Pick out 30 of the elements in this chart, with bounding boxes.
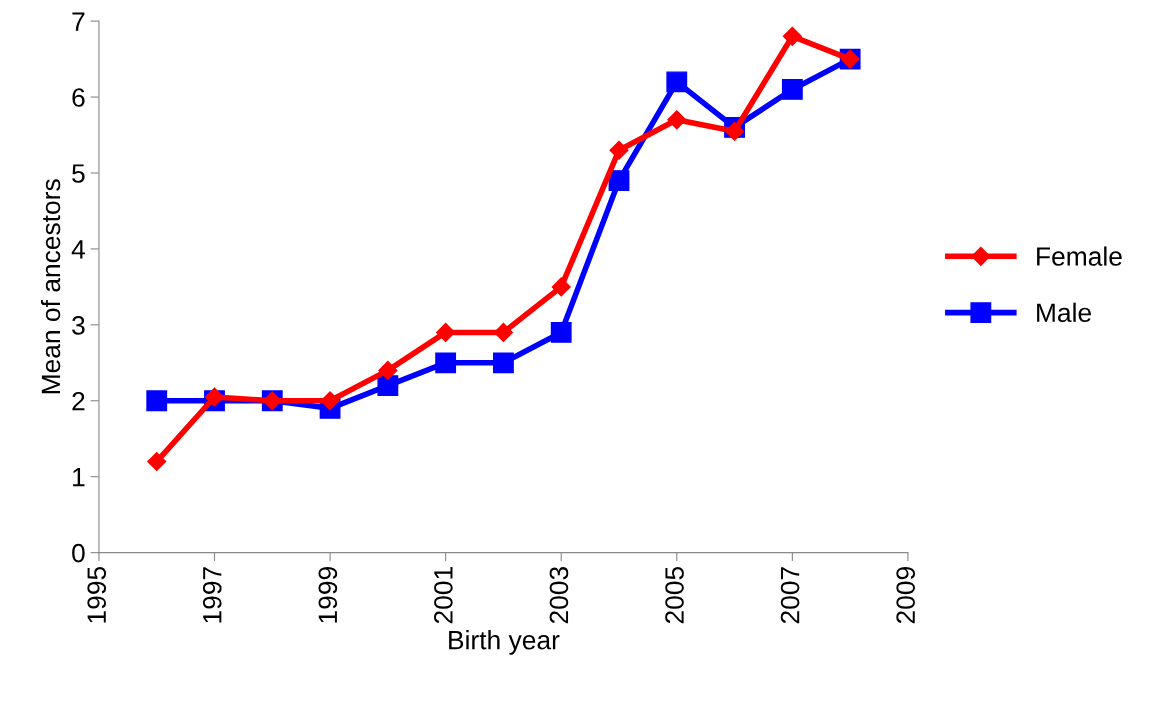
- y-tick-label: 1: [73, 468, 85, 487]
- legend-label: Male: [1037, 302, 1091, 323]
- point: [436, 322, 456, 342]
- point: [551, 277, 571, 297]
- y-tick-label: 2: [72, 391, 85, 411]
- point: [204, 387, 225, 407]
- point: [378, 360, 398, 380]
- legend-label: Female: [1037, 246, 1122, 266]
- y-axis-title: Mean of ancestors: [40, 179, 61, 394]
- point: [667, 110, 687, 130]
- y-tick-label: 4: [71, 240, 85, 259]
- point: [493, 322, 513, 342]
- y-tick-label: 3: [72, 315, 85, 335]
- y-tick-label: 0: [72, 543, 85, 563]
- x-tick-label: 2009: [896, 567, 915, 624]
- point: [320, 391, 340, 411]
- x-tick-label: 2005: [665, 566, 684, 624]
- x-axis-title: Birth year: [449, 630, 560, 655]
- x-tick-label: 2001: [434, 567, 453, 624]
- x-tick-label: 1999: [318, 567, 338, 623]
- x-tick-label: 2007: [780, 567, 800, 624]
- point: [147, 451, 167, 472]
- x-tick-label: 2003: [549, 566, 569, 624]
- y-tick-label: 5: [72, 164, 85, 183]
- point: [782, 26, 802, 46]
- x-tick-label: 1995: [87, 566, 107, 623]
- point: [609, 140, 629, 160]
- y-tick-label: 6: [72, 88, 85, 107]
- y-tick-label: 7: [72, 12, 85, 31]
- x-tick-label: 1997: [202, 567, 222, 623]
